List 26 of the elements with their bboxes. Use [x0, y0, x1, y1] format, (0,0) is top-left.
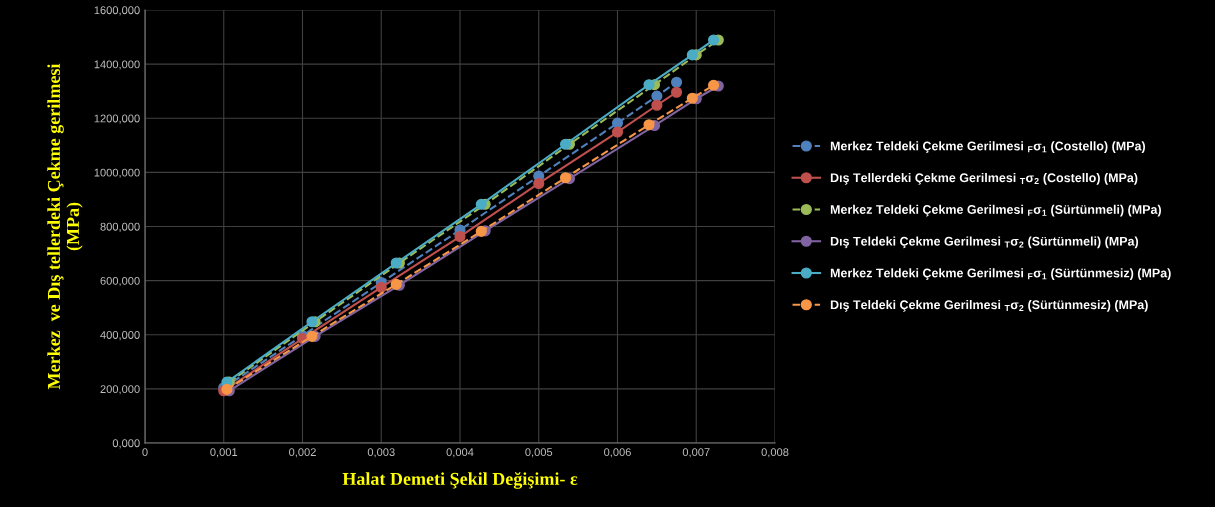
y-tick-label: 1400,000 [94, 60, 140, 70]
legend-label: Merkez Teldeki Çekme Gerilmesi $_{F}$σ$_{1}$ (Sürtünmesiz) (MPa) [830, 268, 1171, 280]
y-tick-label: 1600,000 [94, 6, 140, 16]
x-tick-label: 0,001 [210, 448, 238, 458]
y-tick-label: 800,000 [100, 222, 140, 232]
x-tick-label: 0,006 [604, 448, 631, 458]
legend-label: Dış Teldeki Çekme Gerilmesi $_{T}$σ$_{2}$ (Sürtünmesiz) (MPa) [830, 300, 1148, 312]
y-tick-label: 0,000 [112, 439, 140, 449]
y-tick-label: 400,000 [100, 331, 140, 341]
y-tick-label: 1200,000 [94, 114, 140, 124]
legend-label: Dış Tellerdeki Çekme Gerilmesi $_{T}$σ$_{2}$ (Costello) (MPa) [830, 173, 1138, 185]
x-tick-label: 0,002 [289, 448, 316, 458]
legend-label: Dış Teldeki Çekme Gerilmesi $_{T}$σ$_{2}$ (Sürtünmeli) (MPa) [830, 236, 1139, 249]
x-tick-label: 0,004 [446, 448, 474, 458]
x-tick-label: 0,008 [761, 448, 789, 458]
x-axis-title: Halat Demeti Şekil Değişimi- ε [342, 472, 578, 489]
x-tick-label: 0 [142, 448, 148, 457]
x-tick-label: 0,003 [367, 448, 395, 458]
y-tick-label: 600,000 [100, 276, 140, 287]
x-tick-label: 0,007 [682, 448, 710, 458]
y-tick-label: 1000,000 [94, 168, 140, 178]
legend-label: Merkez Teldeki Çekme Gerilmesi $_{F}$σ$_{1}$ (Costello) (MPa) [830, 141, 1146, 153]
x-tick-label: 0,005 [525, 448, 553, 458]
y-axis-title: Merkez ve Dış tellerdeki Çekme gerilmesi (MPa) [47, 63, 83, 390]
legend-label: Merkez Teldeki Çekme Gerilmesi $_{F}$σ$_{1}$ (Sürtünmeli) (MPa) [830, 204, 1161, 217]
y-tick-label: 200,000 [100, 385, 140, 395]
